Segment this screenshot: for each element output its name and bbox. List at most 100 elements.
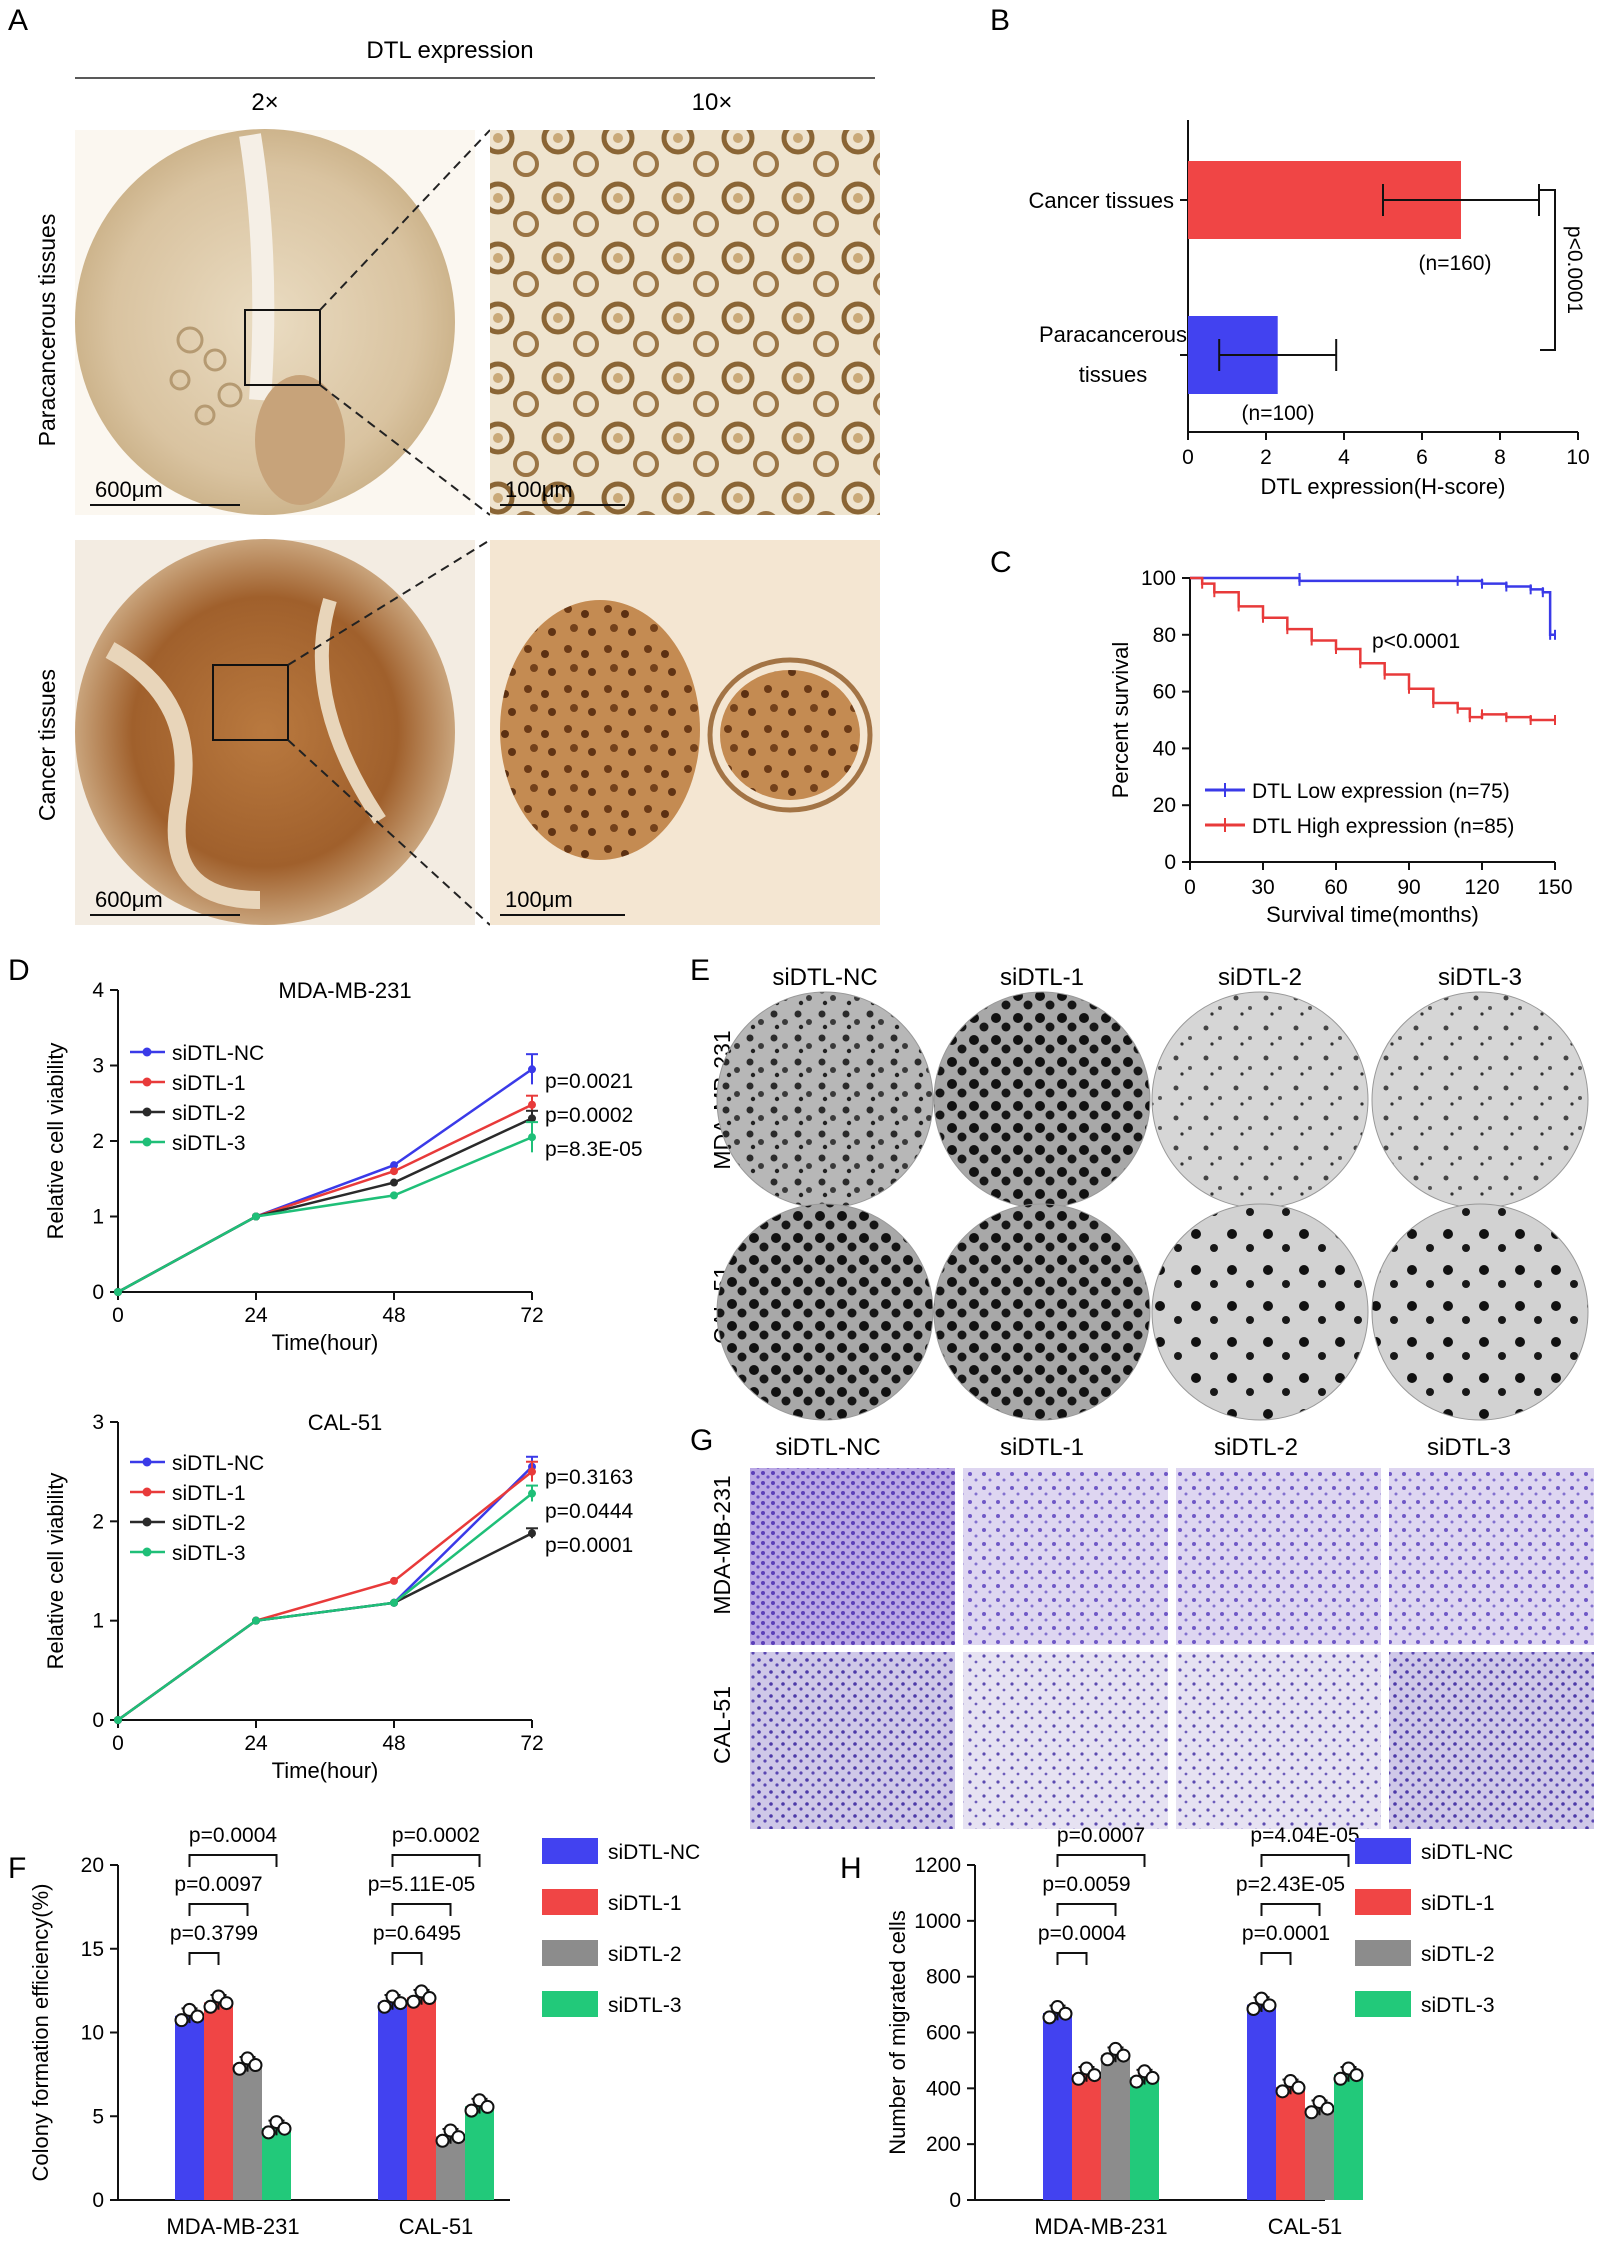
p-value-label: p=0.0444 bbox=[545, 1500, 633, 1523]
legend-label: siDTL-3 bbox=[608, 1994, 682, 2017]
panel-letter-h: H bbox=[840, 1852, 862, 1885]
significance-bracket bbox=[188, 1952, 220, 1965]
migration-image bbox=[1389, 1468, 1594, 1645]
significance-bracket bbox=[188, 1854, 278, 1867]
legend-label: siDTL-1 bbox=[1421, 1892, 1495, 1915]
x-tick-label: 72 bbox=[520, 1732, 543, 1755]
p-value-label: p=8.3E-05 bbox=[545, 1138, 643, 1161]
bar bbox=[465, 2106, 494, 2200]
y-tick-label: 0 bbox=[92, 1281, 104, 1304]
panel-letter-f: F bbox=[8, 1852, 26, 1885]
panel-letter-d: D bbox=[8, 954, 30, 987]
bar bbox=[262, 2127, 291, 2200]
panel-letter-c: C bbox=[990, 546, 1012, 579]
x-tick-label: 150 bbox=[1537, 876, 1572, 899]
panel-e: E siDTL-NC siDTL-1 siDTL-2 siDTL-3 MDA-M… bbox=[690, 954, 1589, 1421]
col-header-2x: 2× bbox=[251, 89, 278, 116]
bar bbox=[1276, 2086, 1305, 2200]
legend-label: siDTL-2 bbox=[172, 1512, 246, 1535]
legend-swatch bbox=[142, 1457, 152, 1467]
bar bbox=[1101, 2054, 1130, 2200]
legend-swatch bbox=[542, 1889, 598, 1915]
replicate-point bbox=[1071, 2071, 1086, 2086]
p-value-label: p<0.0001 bbox=[1372, 630, 1460, 653]
legend-swatch bbox=[142, 1517, 152, 1527]
micrograph-paracancerous-10x: 100μm bbox=[490, 130, 880, 515]
x-axis-label: Time(hour) bbox=[272, 1758, 379, 1783]
y-axis-label: Relative cell viability bbox=[43, 1473, 68, 1670]
x-tick-label: 120 bbox=[1464, 876, 1499, 899]
g-col-label-nc: siDTL-NC bbox=[775, 1434, 880, 1461]
e-col-label-nc: siDTL-NC bbox=[772, 964, 877, 991]
data-point bbox=[114, 1716, 122, 1724]
g-row-label-cal: CAL-51 bbox=[709, 1686, 735, 1764]
panel-b: B 0 2 4 6 8 10 DTL expression(H-score) Cancer t… bbox=[990, 4, 1590, 499]
p-value-label: p=5.11E-05 bbox=[368, 1873, 476, 1896]
significance-bracket bbox=[391, 1952, 423, 1965]
replicate-point bbox=[1116, 2048, 1131, 2063]
x-tick-label: 4 bbox=[1338, 446, 1350, 469]
x-tick-label: CAL-51 bbox=[1268, 2214, 1343, 2239]
legend-label: siDTL-1 bbox=[172, 1482, 246, 1505]
series-line bbox=[117, 1492, 533, 1722]
migration-image bbox=[963, 1468, 1168, 1645]
x-tick-label: MDA-MB-231 bbox=[166, 2214, 299, 2239]
y-tick-label: 400 bbox=[926, 2077, 961, 2100]
micrograph-cancer-2x: 600μm bbox=[75, 539, 475, 925]
colony-plate bbox=[716, 991, 934, 1209]
legend-label: siDTL-3 bbox=[172, 1132, 246, 1155]
scale-bar-label: 100μm bbox=[505, 887, 573, 912]
panel-a: A DTL expression 2× 10× Paracancerous ti… bbox=[8, 4, 880, 926]
x-tick-label: 0 bbox=[112, 1304, 124, 1327]
colony-plate bbox=[1371, 991, 1589, 1209]
p-value-label: p=0.0059 bbox=[1042, 1873, 1130, 1896]
migration-image bbox=[750, 1652, 955, 1829]
data-point bbox=[390, 1161, 398, 1170]
legend-swatch bbox=[142, 1107, 152, 1117]
x-axis-label: Survival time(months) bbox=[1266, 902, 1479, 927]
y-tick-label: 100 bbox=[1141, 567, 1176, 590]
replicate-point bbox=[377, 1999, 392, 2014]
series-line bbox=[117, 1470, 533, 1722]
significance-bracket bbox=[1260, 1903, 1321, 1916]
legend-label: siDTL-1 bbox=[172, 1072, 246, 1095]
replicate-point bbox=[1129, 2074, 1144, 2089]
replicate-point bbox=[277, 2121, 292, 2136]
y-axis-label: Relative cell viability bbox=[43, 1043, 68, 1240]
y-tick-label: 2 bbox=[92, 1510, 104, 1533]
legend-swatch bbox=[542, 1991, 598, 2017]
y-tick-label: 3 bbox=[92, 1055, 104, 1078]
y-tick-label: 1 bbox=[92, 1206, 104, 1229]
legend-swatch bbox=[142, 1547, 152, 1557]
legend-label: siDTL-NC bbox=[172, 1042, 264, 1065]
replicate-point bbox=[422, 1991, 437, 2006]
chart-title: CAL-51 bbox=[308, 1410, 383, 1435]
col-header-10x: 10× bbox=[692, 89, 733, 116]
colony-plate bbox=[933, 1203, 1151, 1421]
panel-d: D 0 24 48 72 0 1 2 3 4 Time(hour) Relative cell vi… bbox=[8, 954, 643, 1783]
n-label: (n=100) bbox=[1242, 402, 1315, 425]
significance-bracket bbox=[1260, 1952, 1292, 1965]
legend-swatch bbox=[1355, 1838, 1411, 1864]
legend-label: DTL High expression (n=85) bbox=[1252, 815, 1514, 838]
replicate-point bbox=[203, 1999, 218, 2014]
replicate-point bbox=[1320, 2101, 1335, 2116]
migration-image bbox=[750, 1468, 955, 1645]
y-tick-label: 10 bbox=[81, 2022, 104, 2045]
y-tick-label: 0 bbox=[92, 2189, 104, 2212]
replicate-point bbox=[451, 2130, 466, 2145]
panel-f: F 0 5 10 15 20 Colony formation efficiency(%)… bbox=[8, 1824, 700, 2239]
panel-h: H 0 200 400 600 800 1000 1200 Number of migrate… bbox=[840, 1824, 1513, 2239]
replicate-point bbox=[261, 2125, 276, 2140]
legend-label: DTL Low expression (n=75) bbox=[1252, 780, 1510, 803]
g-col-label-1: siDTL-1 bbox=[1000, 1434, 1084, 1461]
p-value-label: p=0.3799 bbox=[170, 1922, 258, 1945]
y-tick-label: 200 bbox=[926, 2133, 961, 2156]
significance-bracket bbox=[1540, 189, 1556, 351]
x-tick-label: 90 bbox=[1397, 876, 1420, 899]
series-line bbox=[117, 1136, 533, 1294]
migration-image bbox=[1389, 1652, 1594, 1829]
replicate-point bbox=[464, 2103, 479, 2118]
y-tick-label: 15 bbox=[81, 1938, 104, 1961]
y-tick-label: 80 bbox=[1153, 624, 1176, 647]
